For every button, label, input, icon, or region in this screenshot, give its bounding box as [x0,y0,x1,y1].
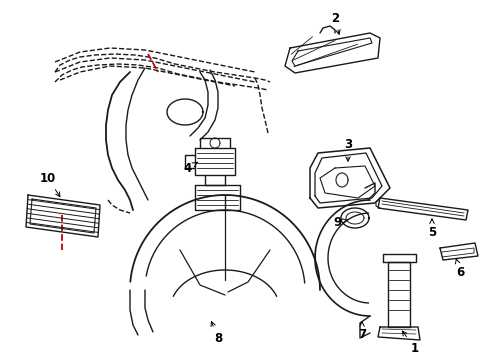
Text: 10: 10 [40,171,60,197]
Text: 4: 4 [183,162,197,175]
Text: 3: 3 [343,139,351,161]
Text: 6: 6 [454,259,463,279]
Text: 9: 9 [333,216,347,229]
Text: 7: 7 [357,322,366,342]
Text: 2: 2 [330,12,340,34]
Text: 8: 8 [211,321,222,345]
Text: 1: 1 [402,331,418,355]
Text: 5: 5 [427,219,435,238]
